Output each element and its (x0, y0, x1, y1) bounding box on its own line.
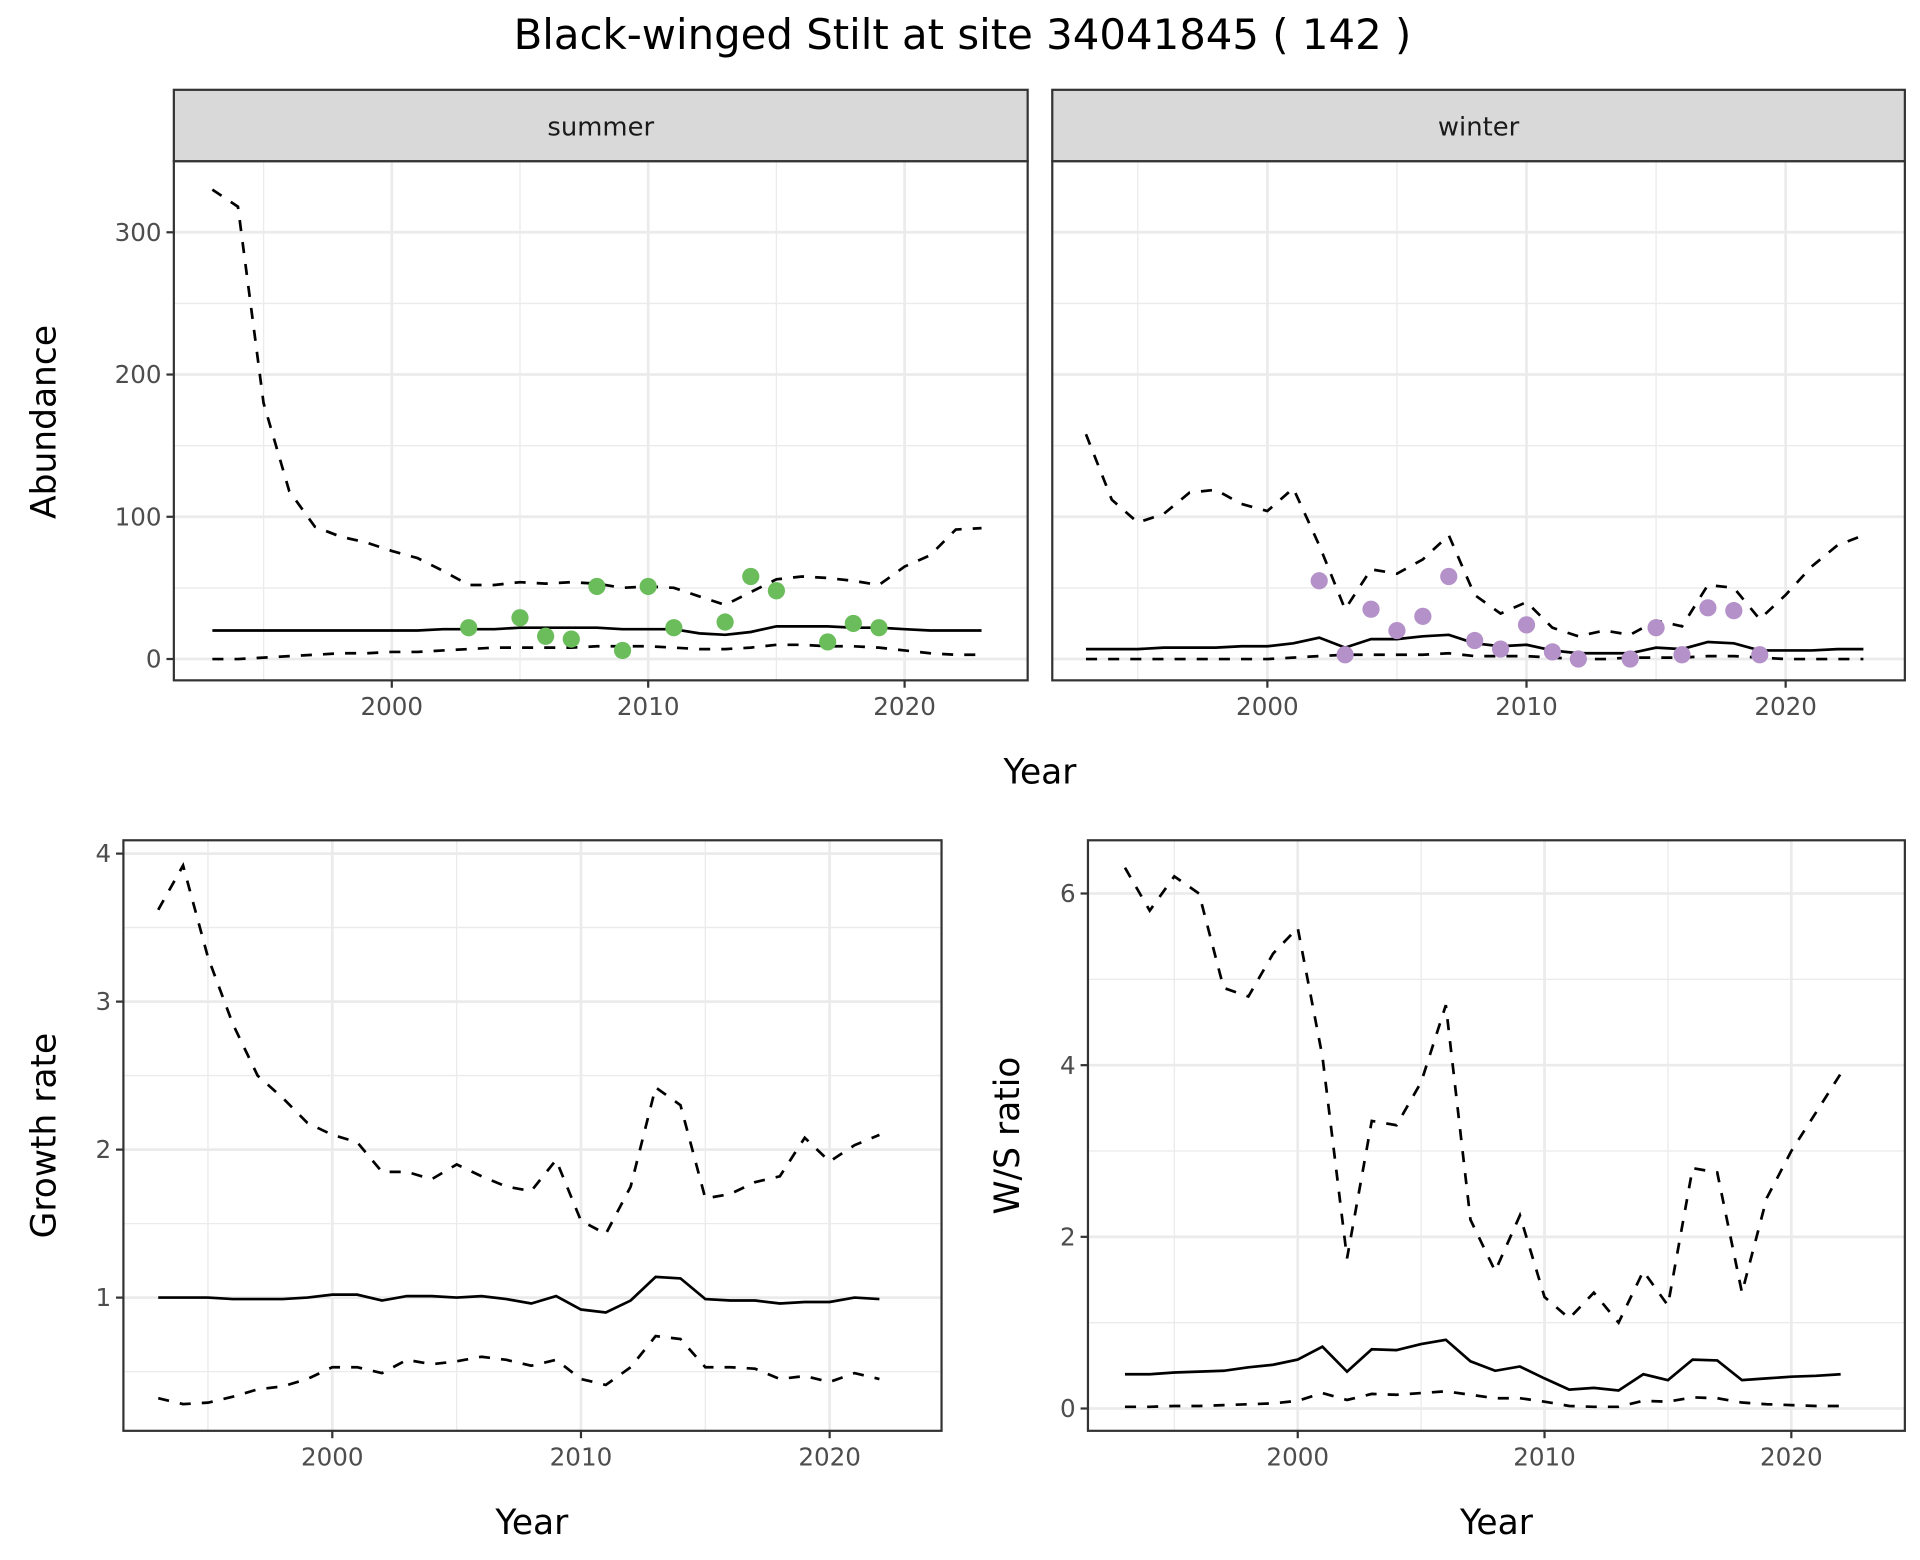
x-tick-label: 2010 (550, 1442, 613, 1471)
y-tick-label: 3 (95, 987, 111, 1016)
panel-border (1086, 839, 1906, 1432)
upper-bound-line (1123, 867, 1842, 1326)
observed-point (1647, 619, 1665, 637)
observed-point (639, 577, 657, 596)
top-x-axis-title: Year (1003, 753, 1078, 793)
y-tick-label: 4 (95, 839, 111, 868)
x-tick-label: 2000 (1236, 692, 1299, 721)
x-tick-label: 2000 (301, 1442, 364, 1471)
observed-point (511, 609, 529, 627)
x-tick-label: 2010 (1495, 692, 1558, 721)
x-tick-label: 2010 (617, 692, 680, 721)
observed-point (767, 582, 786, 600)
growth-panel: 2000 2010 2020 1 2 3 4 (95, 839, 943, 1471)
y-tick-label: 0 (146, 645, 162, 674)
lower-bound-line (212, 643, 982, 661)
chart-title: Black-winged Stilt at site 34041845 ( 14… (514, 10, 1412, 59)
lower-bound-line (1085, 651, 1864, 661)
observed-point (1543, 643, 1562, 661)
facet-strip (1051, 88, 1906, 163)
y-tick-label: 2 (95, 1135, 111, 1164)
y-tick-label: 200 (115, 360, 162, 389)
observed-point (1310, 572, 1328, 590)
y-tick-label: 2 (1060, 1222, 1076, 1251)
growth-x-axis-title: Year (494, 1503, 569, 1543)
observed-point (1751, 646, 1769, 664)
panel-border (122, 839, 943, 1432)
panel-background (173, 161, 1028, 681)
y-tick-label: 4 (1060, 1051, 1076, 1080)
observed-point (1466, 631, 1484, 650)
y-tick-label: 1 (95, 1283, 111, 1312)
facet-strip-label: summer (547, 112, 654, 142)
observed-point (537, 627, 555, 645)
observed-point (588, 577, 606, 596)
facet-strip (172, 88, 1029, 163)
estimate-line (1124, 1338, 1841, 1392)
observed-point (1491, 640, 1510, 658)
y-tick-label: 0 (1060, 1394, 1076, 1423)
observed-point (742, 567, 760, 586)
observed-point (844, 614, 862, 633)
observed-point (460, 619, 478, 637)
x-tick-label: 2000 (1266, 1442, 1329, 1471)
observed-point (562, 630, 580, 648)
ws-panel: 2000 2010 2020 0 2 4 6 (1060, 839, 1906, 1471)
observed-point (1336, 646, 1354, 664)
ws-x-axis-title: Year (1459, 1503, 1534, 1543)
observed-point (1725, 602, 1743, 620)
observed-point (1414, 607, 1432, 625)
observed-point (1517, 616, 1536, 634)
upper-bound-line (157, 861, 880, 1236)
observed-point (1569, 650, 1587, 668)
observed-point (613, 641, 632, 660)
y-tick-label: 300 (115, 218, 162, 247)
lower-bound-line (1124, 1389, 1841, 1409)
observed-point (1388, 621, 1406, 640)
panel-background (1052, 161, 1905, 681)
summer-panel: summer 2000 2010 2020 0 100 200 300 (115, 88, 1029, 721)
winter-panel: winter 2000 2010 2020 (1051, 88, 1906, 721)
estimate-line (158, 1275, 880, 1314)
observed-point (1699, 599, 1717, 617)
y-tick-label: 6 (1060, 879, 1076, 908)
x-tick-label: 2010 (1513, 1442, 1576, 1471)
panel-background (123, 840, 942, 1431)
x-tick-label: 2020 (873, 692, 936, 721)
ws-y-axis-title: W/S ratio (988, 1057, 1028, 1215)
abundance-y-axis-title: Abundance (25, 325, 65, 519)
observed-point (870, 619, 888, 637)
x-tick-label: 2020 (1760, 1442, 1823, 1471)
y-tick-label: 100 (115, 502, 162, 531)
observed-point (1362, 600, 1380, 618)
observed-point (1440, 567, 1458, 586)
observed-point (1673, 646, 1691, 664)
observed-point (819, 633, 837, 651)
observed-point (665, 619, 683, 637)
observed-point (1621, 650, 1639, 668)
x-tick-label: 2000 (360, 692, 423, 721)
x-tick-label: 2020 (1754, 692, 1817, 721)
growth-y-axis-title: Growth rate (25, 1033, 65, 1239)
x-tick-label: 2020 (798, 1442, 861, 1471)
observed-point (716, 613, 734, 631)
panel-background (1087, 840, 1905, 1431)
facet-strip-label: winter (1438, 112, 1520, 142)
